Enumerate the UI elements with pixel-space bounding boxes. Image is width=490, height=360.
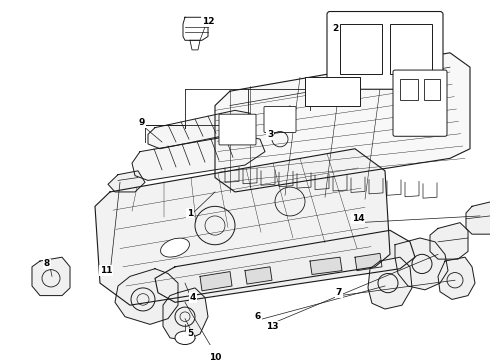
Polygon shape: [395, 238, 448, 290]
Text: 13: 13: [266, 322, 278, 331]
Text: 12: 12: [202, 17, 214, 26]
Text: 6: 6: [255, 312, 261, 321]
Polygon shape: [430, 222, 468, 259]
Text: 9: 9: [139, 118, 145, 127]
Bar: [400, 79, 418, 100]
FancyBboxPatch shape: [264, 107, 296, 132]
Text: 10: 10: [209, 354, 221, 360]
Text: 7: 7: [336, 288, 342, 297]
Polygon shape: [163, 288, 208, 341]
Polygon shape: [245, 267, 272, 284]
FancyBboxPatch shape: [393, 70, 447, 136]
Text: 2: 2: [332, 24, 338, 33]
Bar: [390, 24, 432, 74]
Polygon shape: [95, 149, 390, 305]
Polygon shape: [368, 257, 412, 309]
Text: 11: 11: [100, 266, 112, 275]
Text: 1: 1: [187, 208, 193, 217]
Text: 3: 3: [267, 130, 273, 139]
Polygon shape: [215, 53, 470, 192]
Ellipse shape: [175, 331, 195, 345]
Bar: [305, 77, 360, 105]
Polygon shape: [108, 171, 145, 192]
Text: 4: 4: [190, 293, 196, 302]
Ellipse shape: [161, 238, 190, 257]
Polygon shape: [148, 111, 255, 149]
FancyBboxPatch shape: [219, 114, 256, 145]
Polygon shape: [466, 202, 490, 234]
Polygon shape: [200, 271, 232, 291]
Polygon shape: [155, 230, 415, 302]
Polygon shape: [310, 257, 342, 274]
Polygon shape: [132, 134, 265, 180]
FancyBboxPatch shape: [327, 12, 443, 89]
Polygon shape: [355, 253, 382, 271]
Bar: [340, 24, 382, 74]
Text: 8: 8: [44, 260, 50, 269]
Bar: [424, 79, 440, 100]
Polygon shape: [32, 257, 70, 296]
Text: 14: 14: [352, 214, 364, 223]
Polygon shape: [115, 269, 178, 324]
Text: 5: 5: [187, 329, 193, 338]
Polygon shape: [438, 257, 475, 300]
